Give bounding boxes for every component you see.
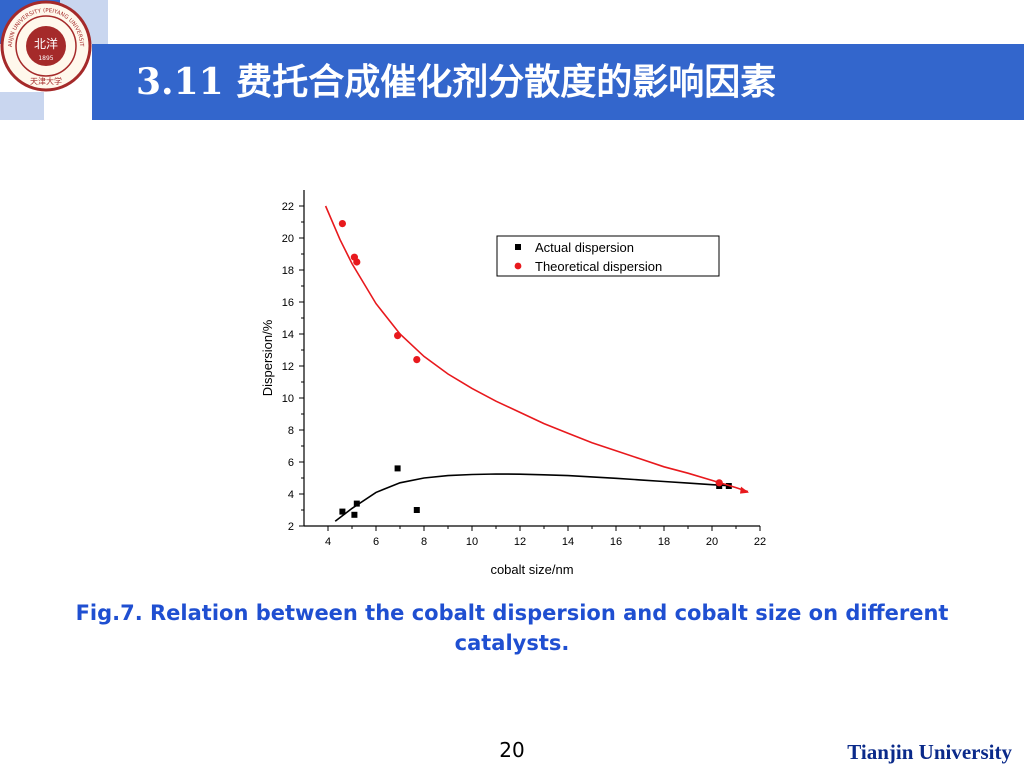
- page-number: 20: [499, 738, 525, 762]
- x-tick-label: 16: [610, 536, 622, 548]
- slide-title: 3.11 费托合成催化剂分散度的影响因素: [136, 61, 777, 103]
- y-tick-label: 14: [282, 329, 294, 341]
- logo-center-text: 北洋: [34, 36, 58, 51]
- data-point-theoretical: [715, 479, 723, 487]
- data-point-theoretical: [413, 356, 421, 364]
- data-point-actual: [353, 500, 360, 507]
- x-tick-label: 18: [658, 536, 670, 548]
- legend-label: Theoretical dispersion: [535, 259, 662, 274]
- y-tick-label: 6: [288, 457, 294, 469]
- y-tick-label: 12: [282, 361, 294, 373]
- x-tick-label: 8: [421, 536, 427, 548]
- x-tick-label: 4: [325, 536, 331, 548]
- fit-curve-arrowhead: [740, 486, 749, 494]
- x-tick-label: 6: [373, 536, 379, 548]
- decor-square-light: [0, 92, 44, 120]
- y-tick-label: 16: [282, 297, 294, 309]
- y-axis-label: Dispersion/%: [260, 319, 275, 396]
- data-point-actual: [351, 511, 358, 518]
- y-tick-label: 18: [282, 265, 294, 277]
- y-tick-label: 4: [288, 489, 294, 501]
- x-axis-label: cobalt size/nm: [490, 562, 573, 577]
- figure-caption: Fig.7. Relation between the cobalt dispe…: [75, 601, 949, 655]
- x-tick-label: 10: [466, 536, 478, 548]
- y-tick-label: 22: [282, 201, 294, 213]
- legend-marker-actual: [515, 244, 521, 250]
- legend-marker-theoretical: [514, 262, 522, 270]
- university-logo: 北洋 1895 TIANJIN UNIVERSITY (PEIYANG UNIV…: [0, 0, 92, 92]
- x-tick-label: 14: [562, 536, 574, 548]
- data-point-theoretical: [394, 332, 402, 340]
- legend-box: [496, 235, 720, 277]
- x-tick-label: 20: [706, 536, 718, 548]
- fit-curve-theoretical: [324, 205, 749, 493]
- y-tick-label: 20: [282, 233, 294, 245]
- data-point-theoretical: [338, 220, 346, 228]
- data-point-actual: [339, 508, 346, 515]
- y-tick-label: 8: [288, 425, 294, 437]
- chart-svg: 4 6 8 10 12 14 16 18 20 22246810121416182022cobal…: [260, 190, 766, 577]
- header-bar: [92, 44, 1024, 120]
- data-point-theoretical: [353, 258, 361, 266]
- logo-year: 1895: [38, 55, 53, 62]
- data-point-actual: [413, 507, 420, 513]
- x-tick-label: 12: [514, 536, 526, 548]
- y-tick-label: 2: [288, 521, 294, 533]
- logo-bottom-text: 天津大学: [30, 76, 62, 86]
- data-point-actual: [394, 465, 401, 472]
- chart: 4 6 8 10 12 14 16 18 20 22 2 4 6 8 10 12 14 16 18 20 22 cobal…: [240, 180, 780, 580]
- y-tick-label: 10: [282, 393, 294, 405]
- institution-name: Tianjin University: [847, 740, 1012, 764]
- fit-curve-actual: [334, 473, 729, 522]
- x-tick-label: 22: [754, 536, 766, 548]
- legend-label: Actual dispersion: [535, 240, 634, 255]
